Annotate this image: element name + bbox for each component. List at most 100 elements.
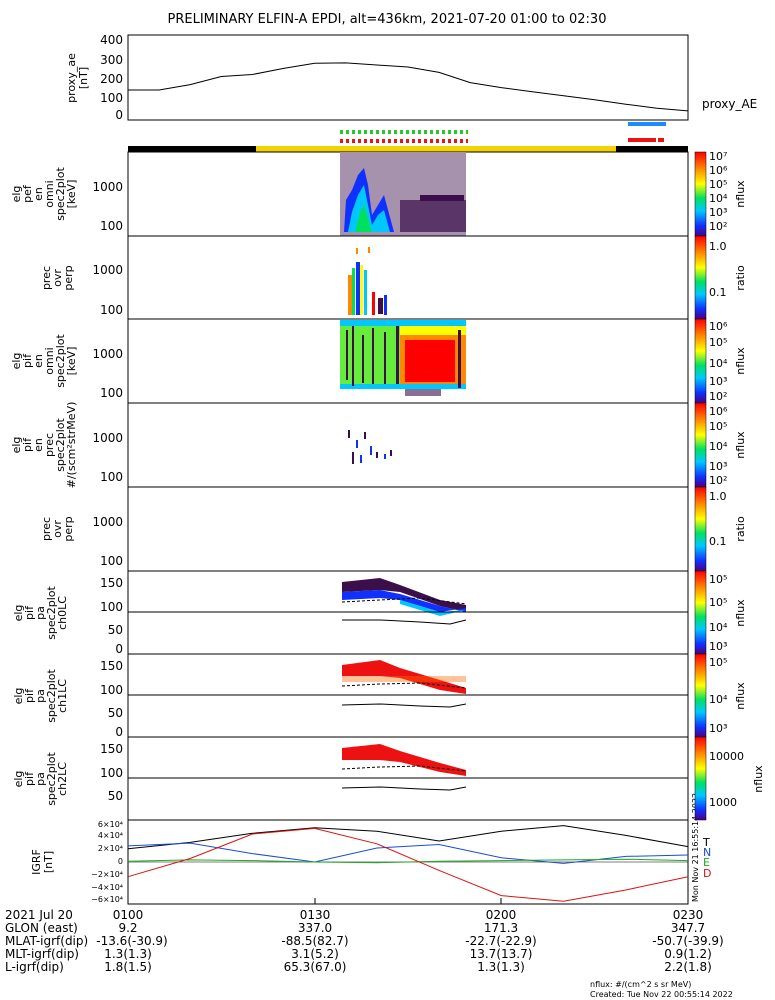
ytick-label: 100 xyxy=(100,386,123,400)
row-label-mlt: MLT-igrf(dip) xyxy=(5,947,79,961)
glon-value: 171.3 xyxy=(484,921,518,935)
colorbar-label: 10⁶ xyxy=(709,320,728,333)
ytick-label: 50 xyxy=(108,706,123,720)
igrf-series-t xyxy=(127,825,689,850)
ytick-label: 6×10⁴ xyxy=(98,820,123,829)
panel-pa-ch0: 150 100 50 0 elg pif pa spec2plot ch0LC xyxy=(12,570,689,656)
colorbar-label: 10² xyxy=(709,474,727,487)
ytick-label: 2×10⁴ xyxy=(98,844,123,853)
y-axis-label: elg xyxy=(12,688,25,705)
glon-value: 337.0 xyxy=(298,921,332,935)
ytick-label: −4×10⁴ xyxy=(91,883,123,892)
y-axis-label: pif xyxy=(23,688,36,703)
dashed-boundary-line xyxy=(341,597,467,605)
legend-t: T xyxy=(702,836,710,849)
y-axis-label: spec2plot xyxy=(54,418,67,472)
y-axis-label: pa xyxy=(34,689,47,703)
colorbar-pa-ch2 xyxy=(694,736,707,821)
colorbar-label: 10⁵ xyxy=(709,656,727,669)
ytick-label: 0 xyxy=(118,857,123,866)
colorbar-label: 1.0 xyxy=(709,240,727,253)
colorbar-label: 10⁶ xyxy=(709,405,728,418)
colorbar-label: 10⁴ xyxy=(709,192,728,205)
xtick-label: 0230 xyxy=(673,908,704,922)
series-label: proxy_AE xyxy=(702,97,757,111)
colorbar-label: 10³ xyxy=(709,460,727,473)
panel-pa-ch1: 150 100 50 0 elg pif pa spec2plot ch1LC xyxy=(12,653,689,739)
colorbar-label: 10³ xyxy=(709,640,727,653)
ytick-label: 1000 xyxy=(92,180,123,194)
mlt-value: 3.1(5.2) xyxy=(291,947,339,961)
ytick-label: 1000 xyxy=(92,431,123,445)
y-axis-label: [nT] xyxy=(77,67,90,89)
colorbar-title: ratio xyxy=(734,265,747,291)
ytick-label: 100 xyxy=(100,600,123,614)
legend-n: N xyxy=(703,846,711,859)
solid-boundary-line xyxy=(341,786,467,791)
colorbar-title: nflux xyxy=(734,682,747,710)
black-bar-right xyxy=(616,146,688,152)
panel-frame xyxy=(127,235,689,320)
y-axis-label: pif xyxy=(23,605,36,620)
panel-pa-ch2: 150 100 50 elg pif pa spec2plot ch2LC xyxy=(12,736,689,821)
mlat-value: -13.6(-30.9) xyxy=(96,934,167,948)
colorbar-label: 10³ xyxy=(709,722,727,735)
colorbar-label: 10⁵ xyxy=(709,420,727,433)
colorbar-pa-ch1 xyxy=(694,653,707,738)
colorbar-pef-ratio xyxy=(694,235,707,320)
igrf-series-e xyxy=(127,858,689,864)
plot-title: PRELIMINARY ELFIN-A EPDI, alt=436km, 202… xyxy=(168,12,607,27)
ytick-label: 1000 xyxy=(92,347,123,361)
black-bar-left xyxy=(128,146,256,152)
y-axis-label: pif xyxy=(23,771,36,786)
l-value: 1.3(1.3) xyxy=(477,960,525,974)
colorbar-pif-en xyxy=(694,318,707,404)
colorbar-label: 10³ xyxy=(709,375,727,388)
xtick-label: 0100 xyxy=(113,908,144,922)
panel-frame xyxy=(127,486,689,572)
colorbar-label: 10⁴ xyxy=(709,357,728,370)
l-value: 65.3(67.0) xyxy=(284,960,347,974)
ytick-label: 150 xyxy=(100,576,123,590)
ytick-label: 100 xyxy=(100,554,123,568)
row-label-l: L-igrf(dip) xyxy=(5,960,64,974)
solid-boundary-line xyxy=(341,703,467,708)
ytick-label: 100 xyxy=(100,303,123,317)
ytick-label: 50 xyxy=(108,789,123,803)
mlat-value: -50.7(-39.9) xyxy=(652,934,723,948)
created-note: Created: Tue Nov 22 00:55:14 2022 xyxy=(590,990,733,999)
colorbar-label: 10⁵ xyxy=(709,573,727,586)
igrf-series-d xyxy=(127,827,689,902)
y-axis-label: perp xyxy=(62,265,75,290)
colorbar-pef-en xyxy=(694,151,707,237)
y-axis-label: ch1LC xyxy=(56,679,69,713)
y-axis-label: proxy_ae xyxy=(65,53,78,103)
y-axis-label: IGRF xyxy=(30,849,43,875)
l-value: 2.2(1.8) xyxy=(664,960,712,974)
mlat-value: -88.5(82.7) xyxy=(281,934,348,948)
data-availability-bars xyxy=(128,122,688,152)
panel-pef-energy: 1000 100 elg pef en omni spec2plot [keV] xyxy=(10,151,689,237)
y-axis-label: spec2plot xyxy=(54,167,67,221)
panel-proxy-ae: 400 300 200 100 0 proxy_ae [nT] proxy_AE xyxy=(65,33,757,122)
y-axis-label: pif xyxy=(21,437,34,452)
y-axis-label: prec xyxy=(40,266,53,290)
glon-value: 9.2 xyxy=(118,921,137,935)
colorbar-label: 10² xyxy=(709,390,727,403)
row-label-date: 2021 Jul 20 xyxy=(5,908,73,922)
colorbar-label: 10000 xyxy=(709,750,744,763)
panel-igrf: 6×10⁴ 4×10⁴ 2×10⁴ 0 −2×10⁴ −4×10⁴ −6×10⁴… xyxy=(30,793,711,905)
y-axis-label: spec2plot xyxy=(45,586,58,640)
ytick-label: 300 xyxy=(100,53,123,67)
y-axis-label: elg xyxy=(12,605,25,622)
yellow-bar xyxy=(256,146,616,152)
y-axis-label: elg xyxy=(10,353,23,370)
colorbar-label: 10⁷ xyxy=(709,150,727,163)
y-axis-label: en xyxy=(32,438,45,452)
y-axis-label: ch2LC xyxy=(56,762,69,796)
y-axis-label: [nT] xyxy=(42,851,55,873)
y-axis-label: omni xyxy=(43,347,56,374)
ytick-label: 150 xyxy=(100,742,123,756)
y-axis-label: spec2plot xyxy=(45,752,58,806)
panel-pif-ratio: 1000 100 prec ovr perp xyxy=(40,486,689,572)
